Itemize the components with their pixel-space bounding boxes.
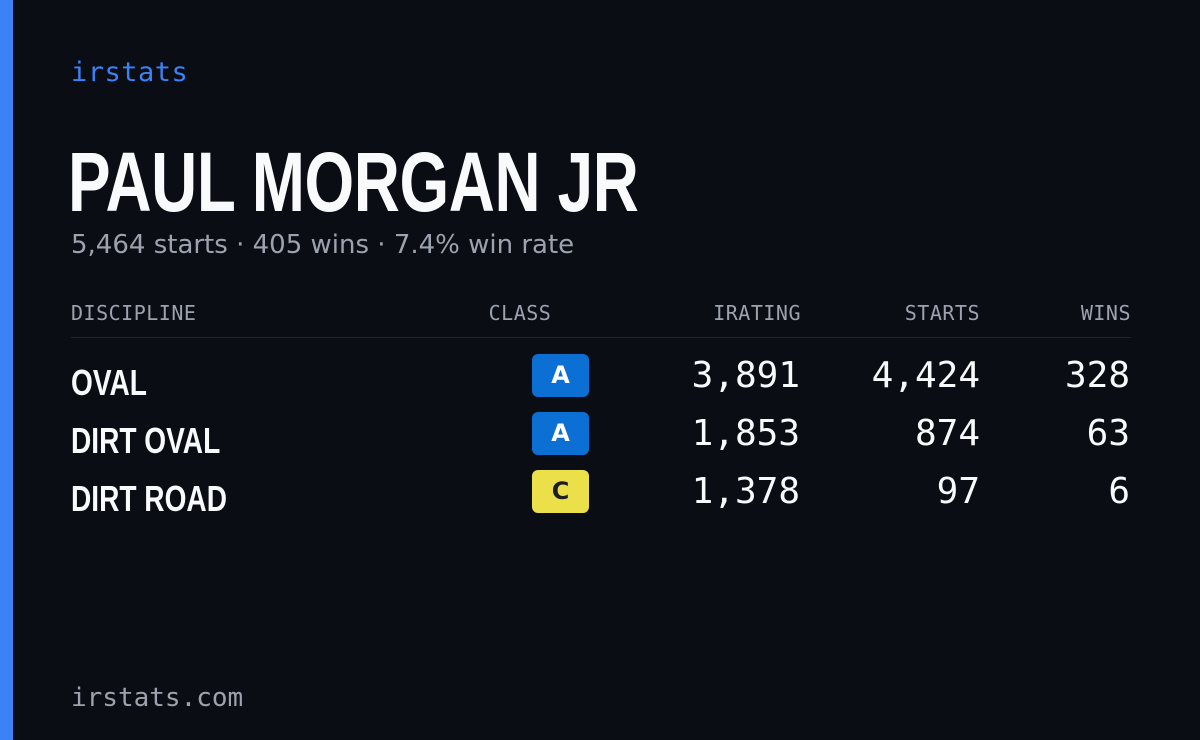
brand-logo: irstats — [71, 57, 189, 88]
class-badge: A — [532, 412, 589, 455]
row-irating: 3,891 — [691, 355, 800, 396]
summary-separator: · — [236, 230, 245, 260]
table-header: DISCIPLINE CLASS IRATING STARTS WINS — [71, 296, 1131, 338]
summary-separator: · — [377, 230, 386, 260]
row-wins: 328 — [1064, 355, 1130, 396]
row-irating: 1,853 — [691, 413, 800, 454]
row-starts: 97 — [936, 471, 980, 512]
row-wins: 6 — [1108, 471, 1130, 512]
header-starts: STARTS — [904, 301, 980, 325]
table-row: DIRT ROAD C 1,378 97 6 — [71, 470, 1131, 528]
driver-name: PAUL MORGAN JR — [68, 135, 639, 229]
summary-wins: 405 wins — [252, 230, 370, 260]
discipline-table: DISCIPLINE CLASS IRATING STARTS WINS OVA… — [71, 296, 1131, 528]
table-body: OVAL A 3,891 4,424 328 DIRT OVAL A 1,853… — [71, 338, 1131, 528]
row-discipline: DIRT ROAD — [71, 478, 227, 519]
row-wins: 63 — [1086, 413, 1130, 454]
table-row: DIRT OVAL A 1,853 874 63 — [71, 412, 1131, 470]
accent-bar — [0, 0, 13, 740]
footer-site-url: irstats.com — [71, 683, 244, 713]
class-badge: A — [532, 354, 589, 397]
table-row: OVAL A 3,891 4,424 328 — [71, 354, 1131, 412]
row-discipline: DIRT OVAL — [71, 420, 221, 461]
header-irating: IRATING — [713, 301, 801, 325]
driver-summary: 5,464 starts · 405 wins · 7.4% win rate — [71, 228, 574, 262]
row-starts: 4,424 — [871, 355, 980, 396]
header-class: CLASS — [488, 301, 552, 325]
summary-starts: 5,464 starts — [71, 230, 228, 260]
row-irating: 1,378 — [691, 471, 800, 512]
class-badge: C — [532, 470, 589, 513]
summary-win-rate: 7.4% win rate — [393, 230, 575, 260]
row-discipline: OVAL — [71, 362, 147, 403]
row-starts: 874 — [914, 413, 980, 454]
header-discipline: DISCIPLINE — [71, 301, 197, 325]
header-wins: WINS — [1080, 301, 1131, 325]
